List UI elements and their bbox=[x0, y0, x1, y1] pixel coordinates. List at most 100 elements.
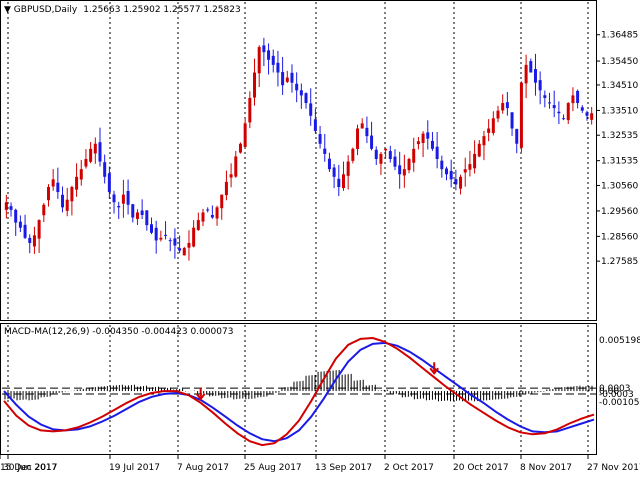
candle-body[interactable] bbox=[449, 170, 453, 180]
candle-body[interactable] bbox=[56, 182, 60, 193]
candle-body[interactable] bbox=[187, 242, 191, 248]
candle-body[interactable] bbox=[388, 151, 392, 160]
candle-body[interactable] bbox=[384, 148, 388, 151]
candle-body[interactable] bbox=[445, 168, 448, 175]
candle-body[interactable] bbox=[23, 224, 27, 238]
candle-body[interactable] bbox=[168, 240, 172, 242]
candle-body[interactable] bbox=[487, 128, 491, 133]
candle-body[interactable] bbox=[365, 127, 369, 137]
candle-body[interactable] bbox=[257, 47, 261, 74]
candle-body[interactable] bbox=[238, 143, 242, 153]
candle-body[interactable] bbox=[206, 209, 210, 211]
candle-body[interactable] bbox=[580, 107, 584, 111]
candle-body[interactable] bbox=[524, 64, 528, 84]
candle-body[interactable] bbox=[309, 103, 313, 116]
candle-body[interactable] bbox=[201, 212, 205, 222]
macd-line[interactable] bbox=[3, 336, 595, 447]
candle-body[interactable] bbox=[243, 123, 247, 147]
candle-body[interactable] bbox=[281, 72, 285, 86]
candle-body[interactable] bbox=[103, 162, 107, 177]
candle-body[interactable] bbox=[412, 148, 416, 163]
candle-body[interactable] bbox=[290, 72, 294, 83]
candle-body[interactable] bbox=[248, 97, 252, 123]
candle-body[interactable] bbox=[346, 161, 350, 176]
candle-body[interactable] bbox=[393, 156, 397, 167]
candle-body[interactable] bbox=[117, 205, 121, 208]
candle-body[interactable] bbox=[370, 135, 374, 149]
candle-body[interactable] bbox=[61, 194, 65, 208]
candle-body[interactable] bbox=[402, 169, 406, 176]
candle-body[interactable] bbox=[337, 178, 341, 187]
candle-body[interactable] bbox=[112, 194, 116, 203]
candle-body[interactable] bbox=[14, 209, 18, 223]
candle-body[interactable] bbox=[178, 248, 182, 251]
candle-body[interactable] bbox=[145, 210, 149, 226]
candle-body[interactable] bbox=[515, 128, 519, 144]
candle-body[interactable] bbox=[552, 105, 556, 109]
candle-body[interactable] bbox=[131, 204, 135, 218]
candle-body[interactable] bbox=[356, 128, 360, 149]
candle-body[interactable] bbox=[332, 167, 336, 177]
candle-body[interactable] bbox=[538, 80, 542, 91]
candle-body[interactable] bbox=[501, 103, 505, 111]
candle-body[interactable] bbox=[4, 202, 8, 210]
candle-body[interactable] bbox=[562, 118, 566, 120]
candle-body[interactable] bbox=[28, 237, 32, 243]
candle-body[interactable] bbox=[150, 224, 153, 233]
candle-body[interactable] bbox=[154, 227, 158, 241]
candle-body[interactable] bbox=[220, 194, 224, 209]
candle-body[interactable] bbox=[234, 156, 238, 177]
candle-body[interactable] bbox=[426, 132, 430, 139]
candle-body[interactable] bbox=[435, 146, 439, 160]
candle-body[interactable] bbox=[98, 142, 102, 162]
candle-body[interactable] bbox=[398, 165, 402, 175]
candle-body[interactable] bbox=[285, 77, 289, 82]
candle-body[interactable] bbox=[267, 50, 271, 60]
candle-body[interactable] bbox=[576, 90, 580, 104]
candle-body[interactable] bbox=[421, 133, 425, 144]
candle-body[interactable] bbox=[585, 112, 589, 116]
candle-body[interactable] bbox=[496, 110, 500, 119]
candle-body[interactable] bbox=[341, 174, 345, 189]
candle-body[interactable] bbox=[482, 136, 486, 146]
candles-layer[interactable] bbox=[4, 37, 594, 261]
candle-body[interactable] bbox=[93, 143, 97, 154]
candle-body[interactable] bbox=[164, 234, 168, 236]
candle-body[interactable] bbox=[37, 220, 41, 239]
candle-body[interactable] bbox=[533, 69, 537, 83]
macd-layer[interactable] bbox=[2, 336, 596, 447]
candle-body[interactable] bbox=[215, 207, 219, 219]
header-triangle-icon[interactable]: ▼ bbox=[4, 5, 14, 15]
candle-body[interactable] bbox=[51, 179, 55, 187]
candle-body[interactable] bbox=[159, 237, 163, 240]
candle-body[interactable] bbox=[9, 206, 13, 210]
candle-body[interactable] bbox=[379, 153, 383, 164]
candle-body[interactable] bbox=[566, 103, 570, 121]
candle-body[interactable] bbox=[327, 158, 331, 170]
candle-body[interactable] bbox=[65, 199, 69, 211]
candle-body[interactable] bbox=[477, 143, 481, 157]
candle-body[interactable] bbox=[224, 181, 228, 196]
candle-body[interactable] bbox=[360, 123, 364, 129]
candle-body[interactable] bbox=[135, 212, 139, 219]
candle-body[interactable] bbox=[210, 214, 214, 218]
candle-body[interactable] bbox=[79, 169, 83, 180]
candle-body[interactable] bbox=[89, 148, 93, 162]
candle-body[interactable] bbox=[351, 148, 355, 161]
signal-line[interactable] bbox=[3, 341, 595, 443]
candle-body[interactable] bbox=[459, 176, 463, 189]
candle-body[interactable] bbox=[505, 102, 509, 109]
candle-body[interactable] bbox=[323, 148, 327, 154]
candle-body[interactable] bbox=[529, 61, 533, 73]
candle-body[interactable] bbox=[304, 93, 308, 104]
candle-body[interactable] bbox=[46, 186, 50, 201]
candle-body[interactable] bbox=[18, 221, 22, 228]
candle-body[interactable] bbox=[253, 72, 257, 98]
candle-body[interactable] bbox=[519, 82, 523, 148]
candle-body[interactable] bbox=[473, 153, 477, 169]
candle-body[interactable] bbox=[70, 186, 74, 202]
candle-body[interactable] bbox=[121, 194, 125, 204]
candle-body[interactable] bbox=[440, 160, 444, 170]
candle-body[interactable] bbox=[182, 248, 186, 256]
